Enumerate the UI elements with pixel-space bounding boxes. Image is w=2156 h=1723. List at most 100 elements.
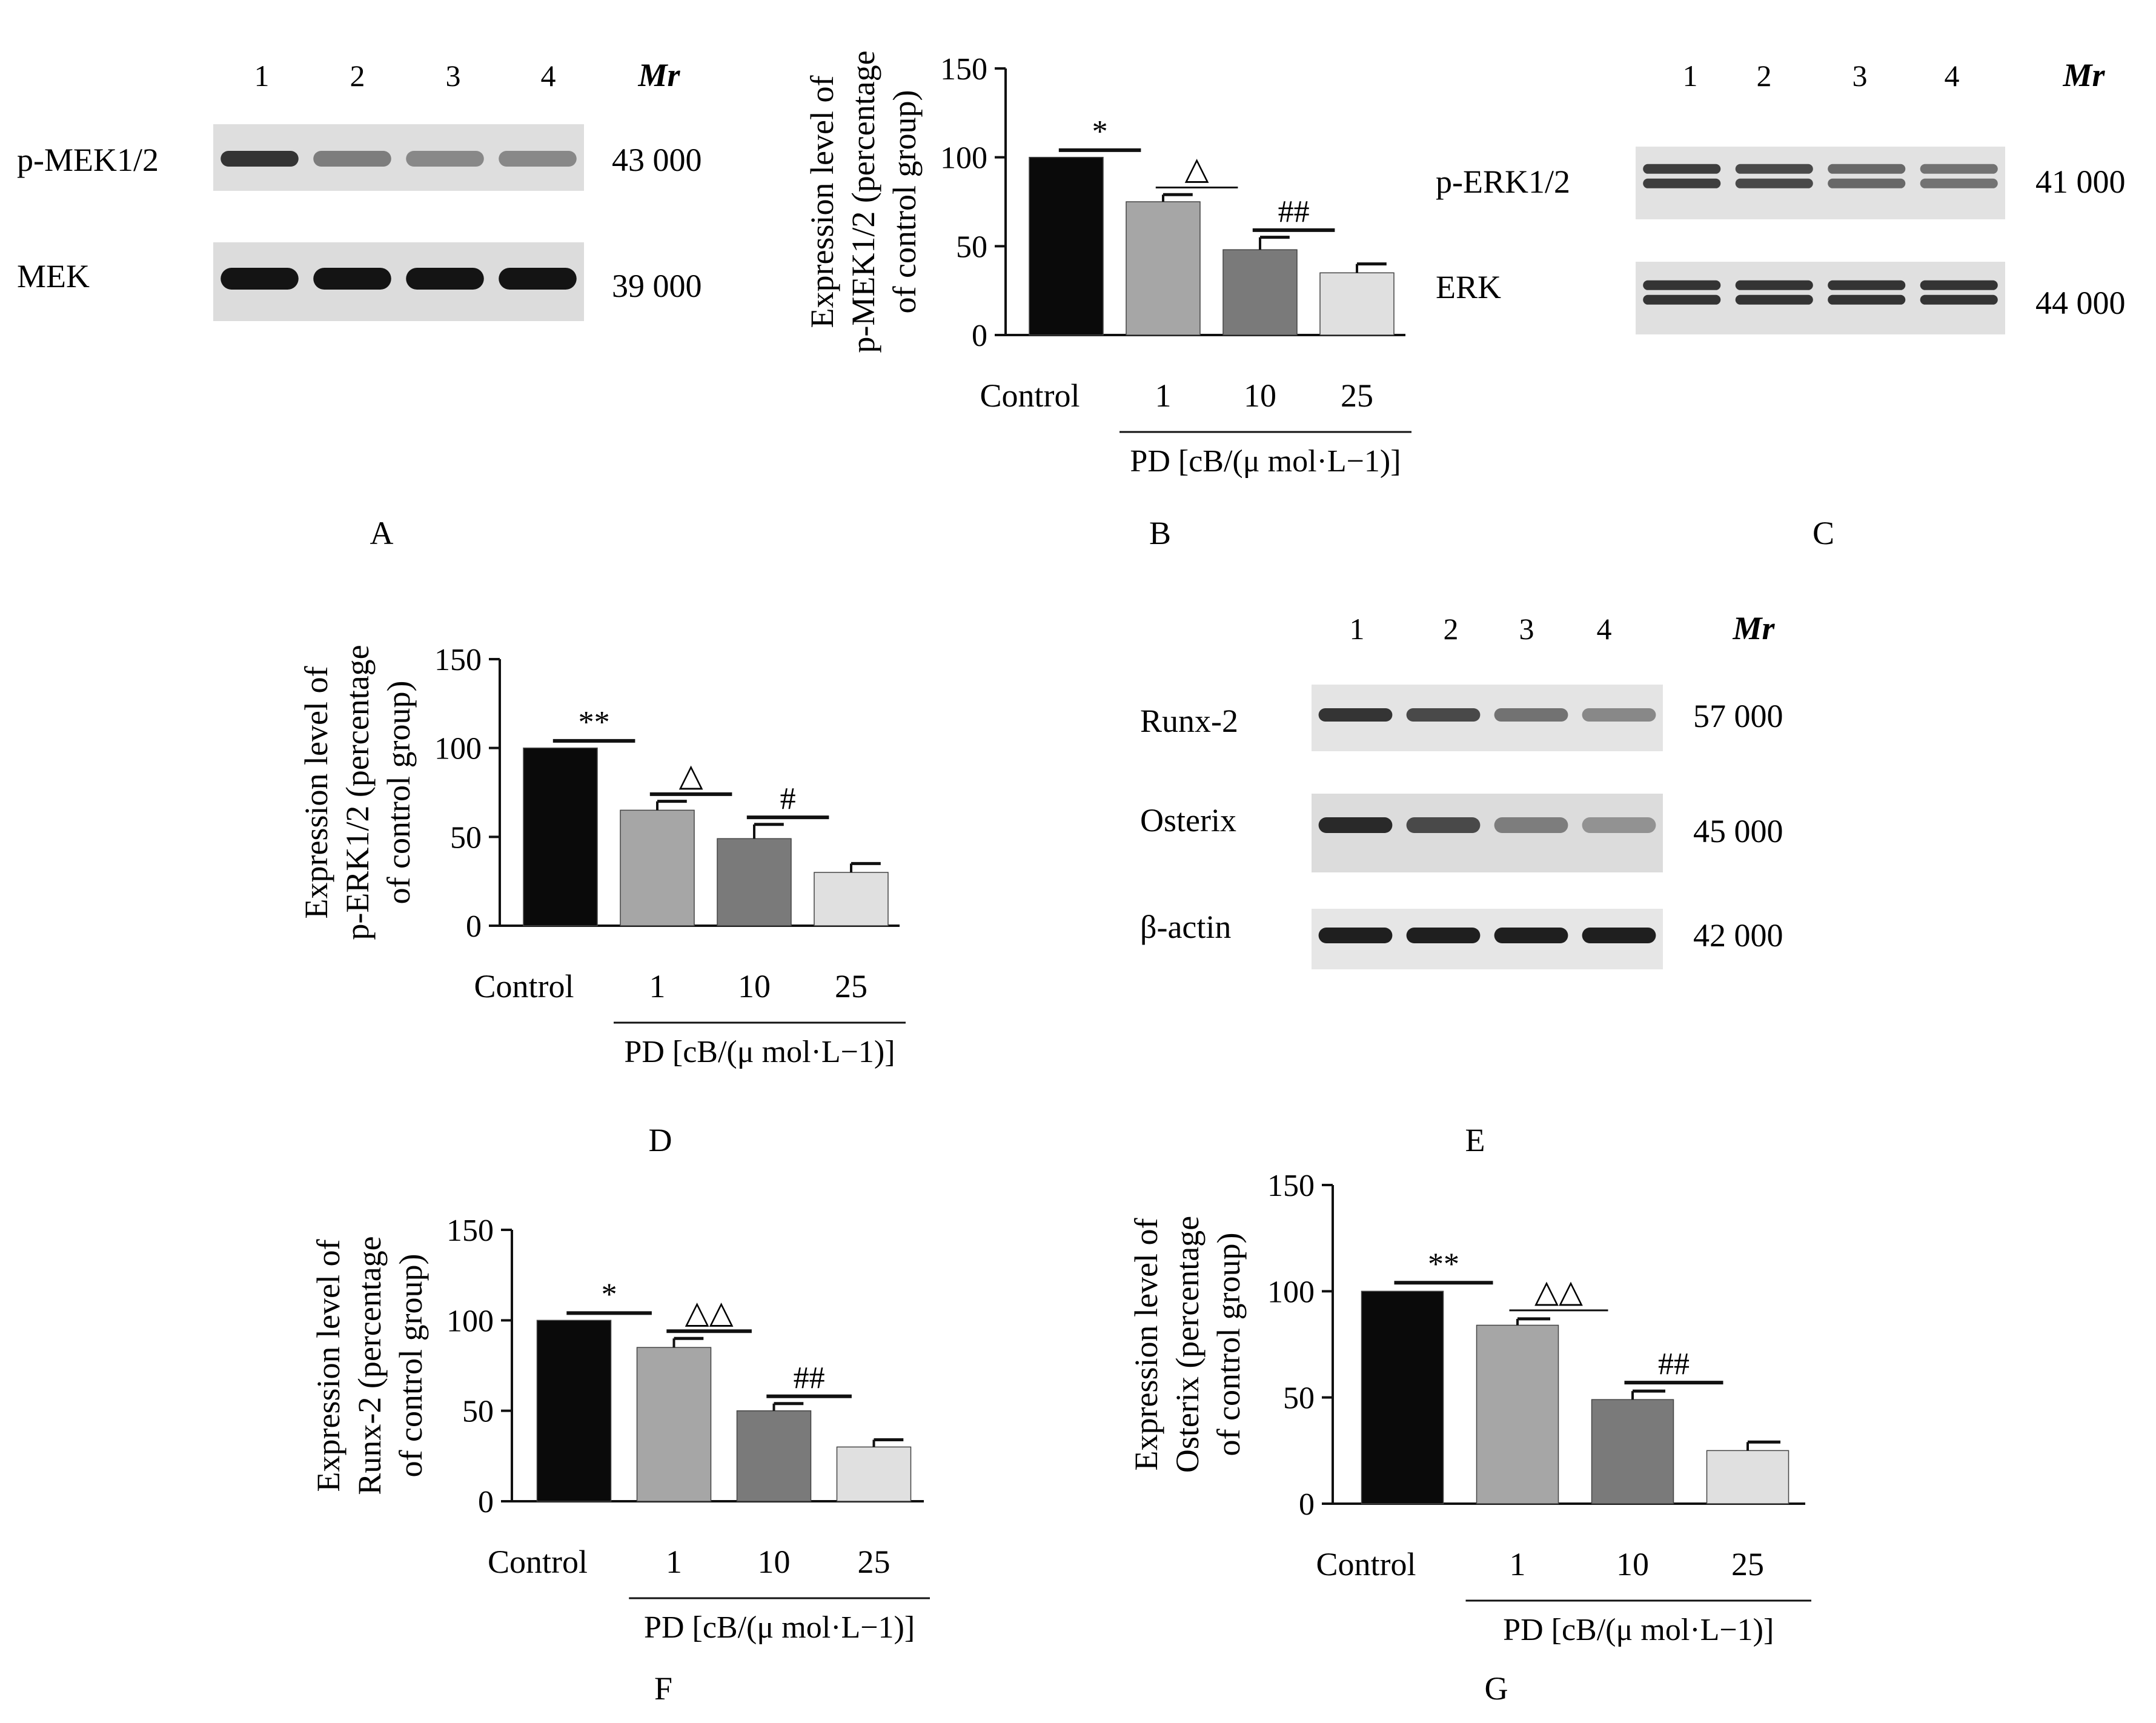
band-row [1318,817,1656,833]
y-tick-label: 50 [462,1395,494,1429]
lane-label: 3 [446,59,461,93]
y-tick-label: 0 [466,909,482,944]
blot-band [1494,817,1568,833]
protein-label: β-actin [1140,909,1231,945]
panel-letter: A [370,515,394,551]
blot-band [1828,280,1906,290]
x-tick-label: 25 [858,1544,891,1580]
lane-label: 2 [350,59,365,93]
bar [717,838,792,926]
y-axis-label: Runx-2 (percentage [351,1236,388,1495]
significance-mark: ** [579,705,610,740]
blot-band [1406,708,1481,722]
blot-band [406,151,484,167]
bar [1222,249,1298,336]
blot-band [1643,164,1721,174]
blot-band [313,268,391,290]
y-tick-label: 150 [940,52,987,87]
x-tick-label: Control [980,377,1080,414]
y-axis-label: p-MEK1/2 (percentage [845,50,881,353]
panel-letter: G [1485,1670,1508,1707]
mr-label: Mr [1732,610,1775,646]
blot-band [1828,294,1906,305]
blot-band [1643,178,1721,188]
significance-mark: ## [1658,1347,1690,1381]
blot-band [1318,708,1393,722]
y-tick-label: 100 [940,141,987,176]
blot-band [221,268,299,290]
significance-mark: * [602,1277,617,1312]
significance-mark: # [780,782,796,816]
chart-d: 0 50 100 150 Expression level of p-ERK1/2 (pe… [298,643,906,1158]
bar [536,1320,612,1502]
bar [1476,1324,1559,1504]
significance-mark: △ [1185,152,1209,187]
mr-label: Mr [2062,57,2105,93]
y-tick-label: 0 [478,1485,494,1519]
y-tick-label: 150 [1267,1169,1315,1203]
protein-label: p-ERK1/2 [1436,164,1570,200]
lane-label: 4 [1945,59,1960,93]
y-tick-label: 150 [446,1213,494,1248]
mr-value: 57 000 [1693,698,1783,734]
blot-band [1643,280,1721,290]
y-tick-label: 100 [434,732,482,766]
bar [1126,201,1201,336]
y-axis-label: Osterix (percentage [1169,1216,1206,1473]
lane-label: 4 [541,59,556,93]
x-group-label: PD [cB/(μ mol·L−1)] [644,1610,915,1645]
panel-letter: C [1813,515,1834,551]
y-axis-label: Expression level of [310,1240,347,1492]
bar [736,1410,812,1502]
mr-value: 41 000 [2035,164,2126,200]
y-axis-label: of control group) [393,1254,429,1478]
band-row [1318,708,1656,722]
significance-mark: △△ [685,1295,734,1330]
x-tick-label: 10 [1616,1546,1649,1582]
significance-mark: ## [794,1361,825,1395]
mr-value: 45 000 [1693,813,1783,849]
lane-label: 2 [1444,612,1459,646]
bar [814,872,889,926]
bar [1361,1290,1444,1504]
protein-label: Runx-2 [1140,703,1238,739]
blot-band [1582,817,1656,833]
x-group-label: PD [cB/(μ mol·L−1)] [624,1035,895,1069]
lane-label: 4 [1597,612,1612,646]
lane-label: 3 [1519,612,1534,646]
mr-value: 42 000 [1693,917,1783,954]
x-tick-label: 25 [1731,1546,1764,1582]
blot-band [313,151,391,167]
mr-value: 44 000 [2035,285,2126,321]
blot-band [1318,817,1393,833]
blot-band [1828,178,1906,188]
significance-mark: * [1092,115,1108,149]
y-axis-label: of control group) [886,90,923,314]
blot-band [1735,294,1813,305]
lane-label: 1 [1683,59,1698,93]
significance-mark: △△ [1534,1275,1583,1309]
blot-band [1920,178,1998,188]
panel-letter: B [1149,515,1171,551]
y-tick-label: 100 [446,1304,494,1338]
blot-band [499,268,577,290]
protein-label: ERK [1436,269,1501,305]
bar [1706,1450,1789,1504]
protein-label: MEK [17,258,90,294]
bar [523,747,598,926]
y-axis-label: p-ERK1/2 (percentage [339,645,376,940]
blot-band [1920,280,1998,290]
protein-label: p-MEK1/2 [17,142,159,178]
y-axis-label: Expression level of [804,76,840,328]
significance-mark: ## [1278,194,1310,229]
y-tick-label: 50 [450,820,482,855]
lane-label: 2 [1757,59,1772,93]
blot-band [499,151,577,167]
blot-band [1318,928,1393,943]
bar [620,809,695,926]
panel-c: 1 2 3 4 Mr p-ERK1/2 41 000 ERK 44 000 C [1436,57,2126,551]
x-tick-label: Control [474,968,574,1004]
protein-label: Osterix [1140,802,1236,838]
y-axis-label: Expression level of [1128,1218,1164,1471]
y-tick-label: 50 [956,230,987,264]
